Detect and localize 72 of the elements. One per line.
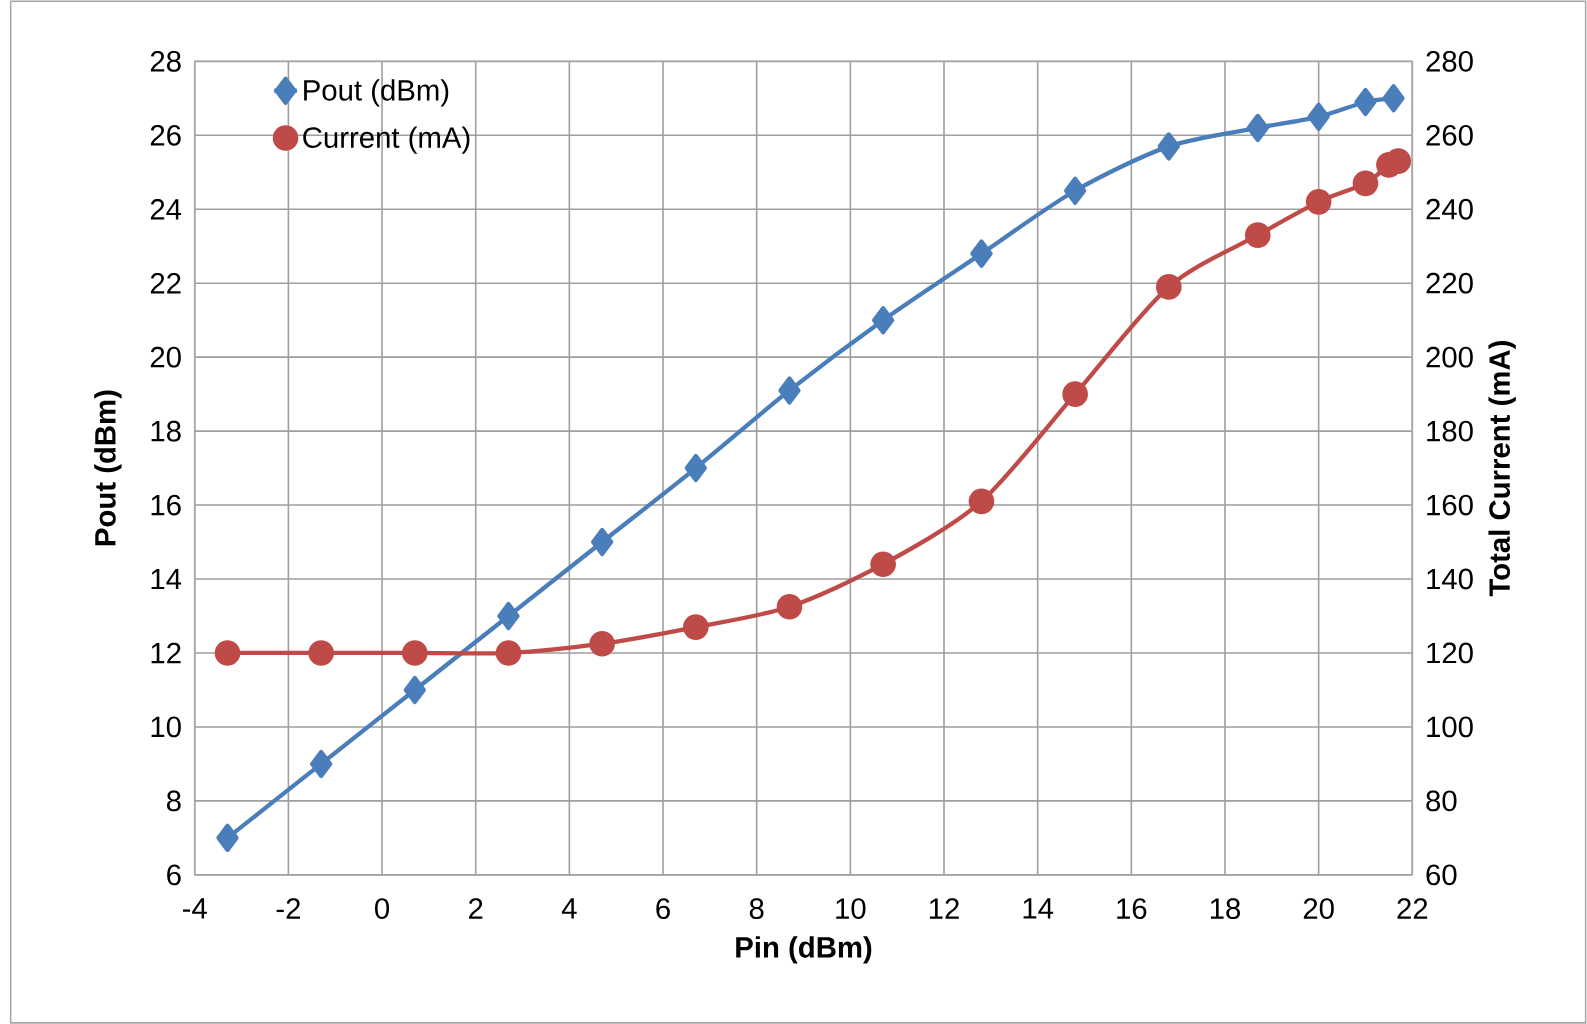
x-tick-label: 2	[469, 898, 483, 919]
point	[682, 614, 709, 640]
point	[778, 376, 801, 405]
y-tick-label: 14	[151, 568, 182, 590]
y-tick-label: 18	[151, 420, 181, 442]
y2-axis-title: Total Current (mA)	[1488, 341, 1516, 597]
point	[970, 239, 993, 268]
point	[684, 453, 707, 483]
point	[591, 527, 614, 557]
point	[403, 675, 426, 704]
point	[871, 305, 895, 335]
y-tick-label: 24	[150, 198, 182, 220]
point	[1382, 84, 1405, 113]
point	[216, 823, 239, 852]
legend-label: Pout (dBm)	[304, 79, 449, 107]
point	[1305, 188, 1332, 215]
legend-label: Current (mA)	[303, 126, 470, 154]
point	[1244, 222, 1271, 248]
x-axis-title: Pin (dBm)	[736, 936, 872, 964]
point	[776, 593, 803, 620]
y-tick-label: 10	[151, 716, 181, 738]
point	[497, 601, 520, 631]
y2-tick-label: 60	[1426, 864, 1457, 886]
x-tick-label: 12	[929, 898, 959, 919]
point	[402, 640, 428, 666]
y2-tick-label: 100	[1427, 716, 1473, 738]
point	[1352, 170, 1379, 197]
x-tick-label: 0	[375, 898, 390, 919]
point	[308, 640, 334, 666]
y-tick-label: 26	[150, 124, 181, 146]
y2-tick-label: 220	[1426, 272, 1473, 294]
x-tick-label: 14	[1023, 898, 1054, 919]
point	[1307, 102, 1330, 131]
point	[1354, 87, 1377, 117]
point	[1246, 113, 1269, 142]
point	[310, 749, 333, 778]
point	[589, 630, 615, 657]
x-tick-label: 6	[656, 898, 670, 919]
y2-tick-label: 120	[1427, 642, 1473, 664]
x-tick-label: 22	[1397, 898, 1428, 919]
y2-tick-label: 280	[1426, 50, 1473, 72]
y-tick-label: 8	[166, 790, 181, 812]
x-tick-label: 20	[1303, 898, 1334, 919]
y2-tick-label: 200	[1426, 346, 1473, 368]
x-tick-label: 10	[836, 898, 866, 919]
point	[1063, 176, 1087, 205]
y-tick-label: 20	[150, 346, 181, 368]
x-tick-label: 4	[561, 898, 577, 919]
point	[1062, 381, 1088, 407]
y2-tick-label: 180	[1427, 420, 1473, 442]
y-axis-title: Pout (dBm)	[94, 390, 122, 546]
y-tick-label: 12	[151, 642, 181, 664]
y-tick-label: 28	[150, 50, 181, 72]
point	[968, 488, 995, 515]
y2-tick-label: 260	[1426, 124, 1473, 146]
point	[495, 640, 522, 666]
y2-tick-label: 160	[1427, 494, 1473, 516]
x-tick-label: 16	[1117, 898, 1147, 919]
point	[1157, 132, 1180, 161]
y-tick-label: 16	[151, 494, 181, 516]
point	[214, 640, 241, 666]
x-tick-label: -2	[276, 898, 300, 919]
x-tick-label: 18	[1210, 898, 1241, 919]
point	[1155, 273, 1182, 300]
x-tick-label: -4	[182, 898, 207, 919]
y-tick-label: 22	[150, 272, 181, 294]
y2-tick-label: 240	[1426, 198, 1473, 220]
y-tick-label: 6	[167, 864, 181, 886]
y2-tick-label: 80	[1426, 790, 1457, 812]
x-tick-label: 8	[749, 898, 764, 919]
y2-tick-label: 140	[1427, 568, 1473, 590]
point	[870, 551, 896, 577]
